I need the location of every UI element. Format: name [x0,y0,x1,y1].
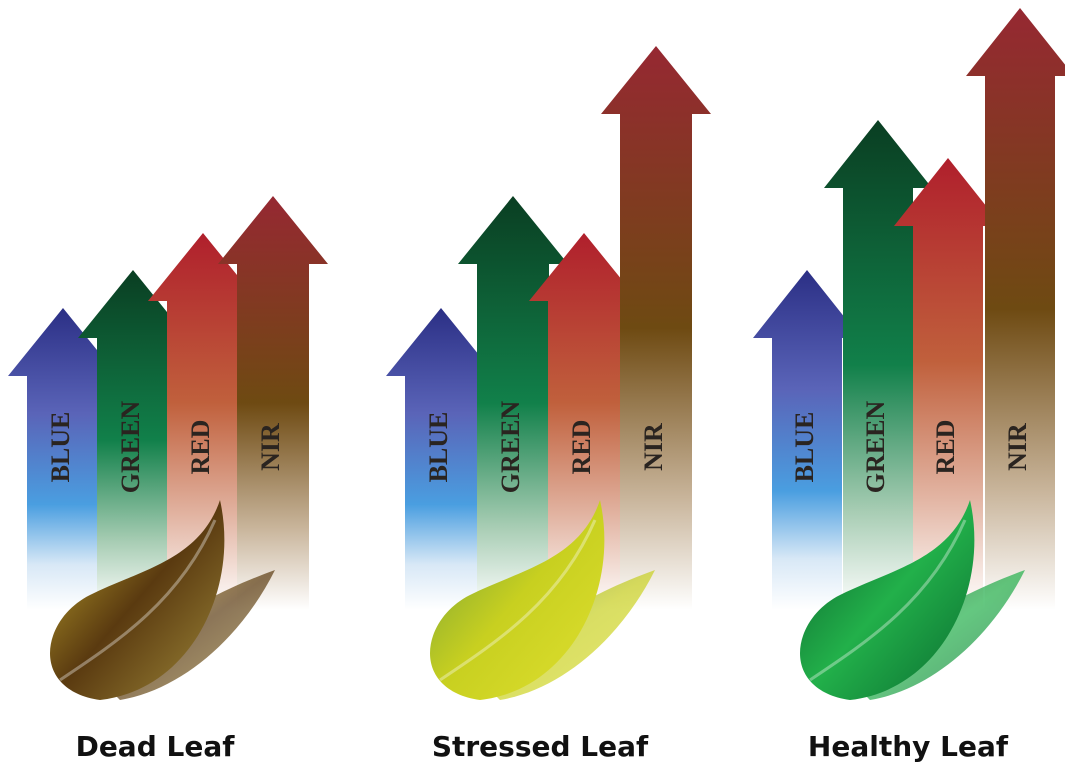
band-label: NIR [639,423,668,471]
diagram: BLUE GREEN RED NIR Dead Leaf BLUE GREEN RED NIR S… [0,0,1065,767]
band-label: NIR [1003,423,1032,471]
band-label: GREEN [496,401,525,494]
band-label: BLUE [790,412,819,483]
group-label: Stressed Leaf [432,730,649,763]
group-label: Healthy Leaf [808,730,1009,763]
band-label: GREEN [116,401,145,494]
band-label: BLUE [46,412,75,483]
band-label: RED [931,420,960,475]
group-label: Dead Leaf [76,730,236,763]
band-label: BLUE [424,412,453,483]
band-label: NIR [256,423,285,471]
band-label: RED [186,420,215,475]
band-label: RED [567,420,596,475]
band-label: GREEN [861,401,890,494]
